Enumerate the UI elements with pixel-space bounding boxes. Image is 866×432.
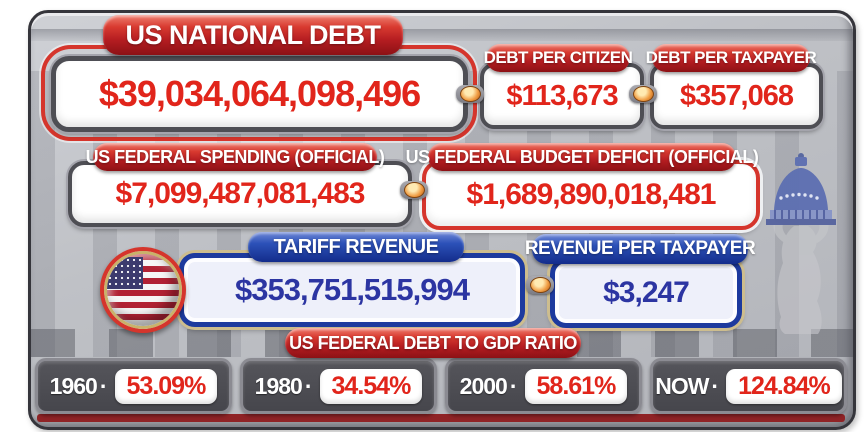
debt-per-citizen-value: $113,673: [506, 79, 618, 112]
gdp-panel-1980: 1980 · 34.54%: [240, 358, 437, 414]
debt-to-gdp-badge: US FEDERAL DEBT TO GDP RATIO: [285, 328, 581, 358]
gdp-value-box: 58.61%: [524, 368, 628, 404]
budget-deficit-value: $1,689,890,018,481: [466, 178, 717, 211]
budget-deficit-label: US FEDERAL BUDGET DEFICIT (OFFICIAL): [405, 146, 759, 167]
debt-per-taxpayer-value-box: $357,068: [650, 63, 823, 129]
debt-per-taxpayer-label: DEBT PER TAXPAYER: [645, 48, 817, 67]
gdp-ratio-strip: 1960 · 53.09% 1980 · 34.54% 2000 · 58.61% N…: [35, 358, 847, 414]
bottom-red-trim: [37, 414, 845, 422]
brass-connector-icon: [526, 276, 554, 294]
federal-spending-badge: US FEDERAL SPENDING (OFFICIAL): [86, 143, 385, 171]
gdp-value: 58.61%: [536, 371, 617, 400]
gdp-separator: ·: [509, 372, 518, 399]
federal-spending-label: US FEDERAL SPENDING (OFFICIAL): [85, 146, 385, 167]
budget-deficit-value-box: $1,689,890,018,481: [422, 160, 760, 230]
brass-connector-icon: [629, 85, 657, 103]
debt-per-taxpayer-value: $357,068: [680, 79, 794, 112]
gdp-value-box: 34.54%: [319, 368, 423, 404]
national-debt-value-box: $39,034,064,098,496: [51, 56, 468, 132]
gdp-value: 124.84%: [738, 371, 831, 400]
national-debt-title: US NATIONAL DEBT: [125, 19, 382, 50]
tariff-revenue-value-box: $353,751,515,994: [179, 253, 525, 327]
revenue-per-taxpayer-label: REVENUE PER TAXPAYER: [524, 238, 756, 259]
debt-per-citizen-badge: DEBT PER CITIZEN: [483, 44, 633, 72]
budget-deficit-badge: US FEDERAL BUDGET DEFICIT (OFFICIAL): [406, 143, 759, 171]
debt-per-taxpayer-badge: DEBT PER TAXPAYER: [646, 44, 817, 72]
metal-frame: US NATIONAL DEBT $39,034,064,098,496 DEB…: [28, 10, 856, 430]
debt-to-gdp-label: US FEDERAL DEBT TO GDP RATIO: [289, 332, 577, 353]
national-debt-value: $39,034,064,098,496: [98, 73, 421, 114]
gdp-value-box: 124.84%: [726, 368, 842, 404]
federal-spending-value: $7,099,487,081,483: [115, 177, 366, 210]
gdp-separator: ·: [99, 372, 108, 399]
tariff-revenue-badge: TARIFF REVENUE: [248, 232, 464, 262]
revenue-per-taxpayer-value: $3,247: [603, 276, 690, 309]
gdp-panel-1960: 1960 · 53.09%: [35, 358, 232, 414]
gdp-year-label: NOW: [655, 372, 709, 399]
capitol-dome-statue-icon: [766, 153, 836, 334]
gdp-panel-now: NOW · 124.84%: [650, 358, 847, 414]
gdp-year-label: 1980: [254, 372, 303, 399]
revenue-per-taxpayer-badge: REVENUE PER TAXPAYER: [525, 234, 756, 264]
gdp-separator: ·: [711, 372, 720, 399]
revenue-per-taxpayer-value-box: $3,247: [550, 258, 742, 328]
gdp-value: 53.09%: [126, 371, 207, 400]
gdp-year-label: 1960: [49, 372, 98, 399]
gdp-panel-2000: 2000 · 58.61%: [445, 358, 642, 414]
brass-connector-icon: [400, 181, 428, 199]
debt-per-citizen-value-box: $113,673: [480, 63, 644, 129]
brass-connector-icon: [456, 85, 484, 103]
national-debt-title-badge: US NATIONAL DEBT: [103, 15, 403, 55]
tariff-revenue-label: TARIFF REVENUE: [273, 235, 439, 258]
gdp-value: 34.54%: [331, 371, 412, 400]
gdp-separator: ·: [304, 372, 313, 399]
us-flag-icon: [100, 247, 186, 333]
gdp-year-label: 2000: [459, 372, 508, 399]
tariff-revenue-value: $353,751,515,994: [235, 272, 470, 307]
debt-per-citizen-label: DEBT PER CITIZEN: [483, 48, 633, 67]
gdp-value-box: 53.09%: [114, 368, 218, 404]
